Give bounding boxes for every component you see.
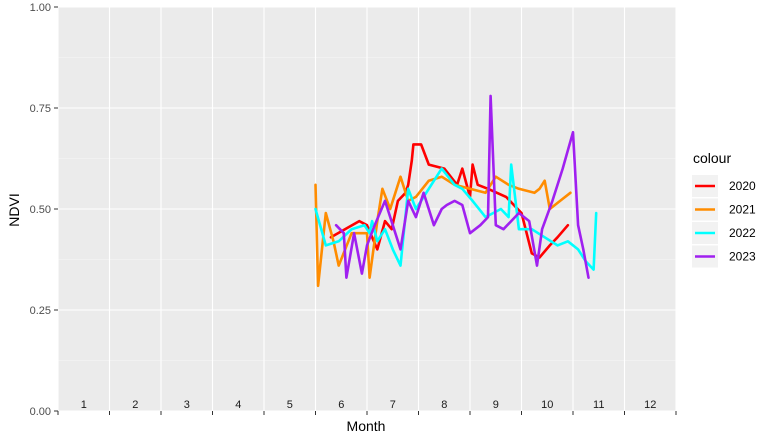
y-tick-label: 1.00	[30, 2, 51, 14]
month-label-1: 1	[81, 399, 87, 411]
y-axis: 0.00 0.25 0.50 0.75 1.00	[30, 2, 58, 418]
series-layer	[314, 94, 598, 288]
legend-label-2022: 2022	[729, 226, 756, 240]
x-axis-title: Month	[347, 418, 386, 434]
month-label-11: 11	[593, 399, 604, 411]
month-label-2: 2	[132, 399, 138, 411]
series-line-2023	[334, 94, 590, 280]
month-label-3: 3	[184, 399, 190, 411]
month-label-9: 9	[493, 399, 499, 411]
legend-label-2021: 2021	[729, 203, 756, 217]
y-tick-label: 0.00	[30, 406, 51, 418]
y-tick-label: 0.75	[30, 103, 51, 115]
month-label-12: 12	[644, 399, 656, 411]
month-label-10: 10	[541, 399, 553, 411]
y-tick-label: 0.50	[30, 204, 51, 216]
legend-label-2020: 2020	[729, 179, 756, 193]
month-label-4: 4	[235, 399, 241, 411]
y-tick-label: 0.25	[30, 305, 51, 317]
series-line-2020	[329, 143, 570, 259]
x-axis	[57, 411, 677, 415]
month-label-5: 5	[287, 399, 293, 411]
legend-title: colour	[693, 150, 731, 166]
y-axis-title: NDVI	[6, 193, 22, 226]
series-line-2022	[314, 163, 598, 271]
month-labels: 1 2 3 4 5 6 7 8 9 10 11 12	[81, 399, 657, 411]
month-label-6: 6	[338, 399, 344, 411]
legend: colour 2020 2021 2022 2023	[692, 150, 756, 268]
legend-label-2023: 2023	[729, 250, 756, 264]
month-label-8: 8	[441, 399, 447, 411]
month-label-7: 7	[390, 399, 396, 411]
